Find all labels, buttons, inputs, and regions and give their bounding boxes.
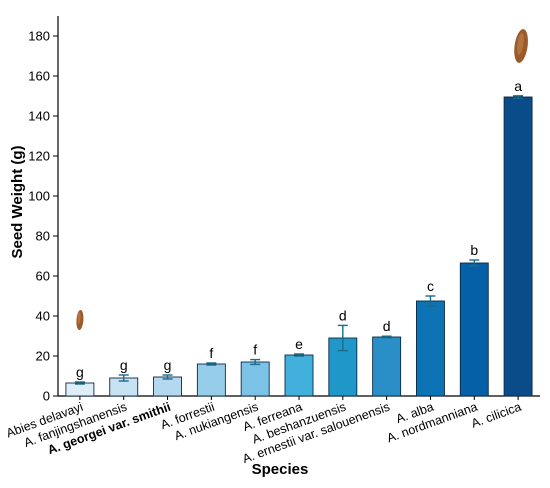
significance-letter: f xyxy=(209,345,213,361)
significance-letter: a xyxy=(514,78,522,94)
bar xyxy=(153,376,182,397)
x-tick-label: A. cilicica xyxy=(469,400,523,431)
seed-highlight xyxy=(517,32,524,55)
y-ticks: 0 20 40 60 80 100 120 140 160 180 xyxy=(28,29,58,404)
y-tick-label: 140 xyxy=(28,109,50,124)
bar xyxy=(503,96,533,397)
y-tick-label: 60 xyxy=(36,269,50,284)
significance-letter: g xyxy=(120,357,128,373)
y-tick-label: 0 xyxy=(43,389,50,404)
significance-letter: f xyxy=(253,342,257,358)
y-tick-label: 80 xyxy=(36,229,50,244)
seed-images xyxy=(76,29,528,330)
significance-letter: g xyxy=(76,364,84,380)
seed-highlight xyxy=(77,311,81,324)
bar xyxy=(240,361,270,397)
bars: g g g f f e d d c b a xyxy=(65,78,533,397)
significance-letter: d xyxy=(339,307,347,323)
y-tick-label: 100 xyxy=(28,189,50,204)
bar xyxy=(284,354,314,397)
significance-letter: b xyxy=(470,242,478,258)
bar xyxy=(372,336,402,397)
y-tick-label: 180 xyxy=(28,29,50,44)
significance-letter: c xyxy=(427,278,434,294)
bar xyxy=(196,363,226,397)
significance-letter: e xyxy=(295,336,303,352)
bar xyxy=(416,300,445,397)
y-axis-label: Seed Weight (g) xyxy=(9,145,26,258)
x-axis-label: Species xyxy=(252,461,309,478)
seed-icon xyxy=(514,29,528,63)
y-tick-label: 20 xyxy=(36,349,50,364)
seed-icon xyxy=(76,310,84,330)
significance-letter: d xyxy=(383,318,391,334)
y-tick-label: 120 xyxy=(28,149,50,164)
significance-letter: g xyxy=(164,357,172,373)
bar xyxy=(65,382,95,397)
y-tick-label: 160 xyxy=(28,69,50,84)
y-tick-label: 40 xyxy=(36,309,50,324)
bar xyxy=(459,262,489,397)
